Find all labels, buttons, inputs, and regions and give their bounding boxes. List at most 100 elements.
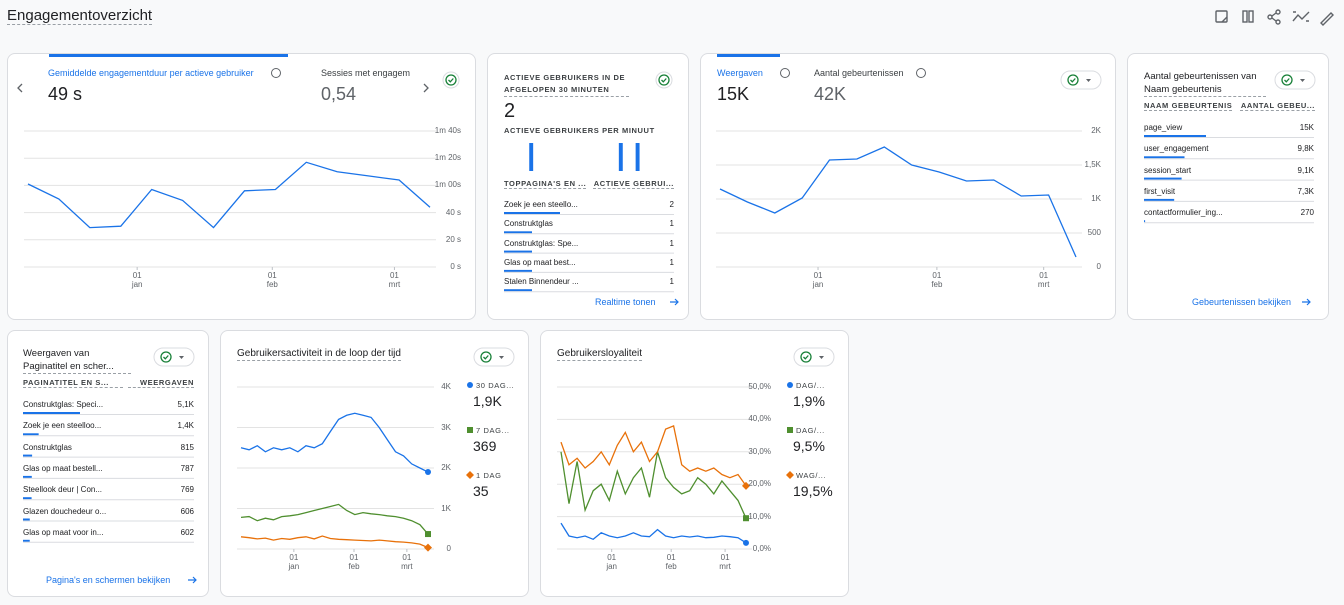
link[interactable]: Pagina's en schermen bekijken [46, 575, 171, 585]
x-tick-label: 01 mrt [719, 553, 731, 571]
legend-label: WAG/... [796, 471, 827, 480]
card-title: Gebruikersactiviteit in de loop der tijd [237, 348, 401, 361]
y-tick-label: 4K [441, 382, 451, 391]
y-tick-label: 50,0% [748, 382, 771, 391]
active-users: 2 [504, 100, 516, 122]
y-tick-label: 500 [1087, 228, 1101, 237]
legend-value: 1,9% [793, 393, 825, 409]
legend-value: 369 [473, 438, 497, 454]
row-label: Glas op maat best... [504, 257, 576, 267]
y-tick-label: 3K [441, 422, 451, 432]
row-bar [23, 518, 30, 521]
row-bar [1144, 220, 1146, 223]
row-label: contactformulier_ing... [1144, 208, 1223, 218]
marker [425, 531, 431, 538]
legend-label: 1 DAG [476, 471, 502, 480]
row-label: Glas op maat bestell... [23, 463, 103, 473]
y-tick-label: 10,0% [748, 511, 771, 521]
row-label: Stalen Binnendeur ... [504, 277, 579, 287]
bar [618, 143, 623, 171]
y-tick-label: 1m 20s [434, 153, 461, 163]
row-value: 1,4K [177, 421, 194, 431]
row-value: 1 [669, 219, 674, 229]
card: Weergaven van Paginatitel en scher... PA… [7, 330, 209, 597]
series-line [240, 503, 429, 535]
series-line [27, 161, 431, 229]
y-tick-label: 2K [1091, 126, 1101, 135]
row-bar [504, 231, 532, 234]
column-header: WEERGAVEN [128, 378, 194, 388]
x-tick-label: 01 feb [348, 553, 360, 571]
metric-value: 42K [814, 84, 847, 104]
column-header: AANTAL GEBEU... [1240, 101, 1315, 111]
card-graphics [17, 54, 460, 270]
row-label: Steellook deur | Con... [23, 485, 103, 495]
row-value: 787 [180, 463, 194, 473]
x-tick-label: 01 mrt [401, 553, 413, 571]
link[interactable]: Gebeurtenissen bekijken [1192, 297, 1292, 307]
series-line [719, 146, 1077, 258]
row-bar [504, 212, 560, 214]
metric-label[interactable]: Sessies met engagem [321, 68, 411, 78]
link[interactable]: Realtime tonen [595, 297, 656, 307]
metric-value: 15K [717, 84, 750, 104]
row-value: 1 [669, 238, 674, 248]
marker [742, 481, 750, 490]
row-label: user_engagement [1144, 144, 1209, 154]
row-value: 270 [1300, 208, 1314, 218]
y-tick-label: 1K [441, 503, 451, 513]
subtitle: ACTIEVE GEBRUIKERS PER MINUUT [504, 126, 655, 135]
row-label: Construktglas: Spe... [504, 238, 579, 248]
marker [424, 543, 432, 552]
y-tick-label: 1,5K [1084, 160, 1101, 169]
x-tick-label: 01 feb [266, 271, 278, 289]
card: Weergaven 15K Aantal gebeurtenissen 42K … [700, 53, 1116, 320]
legend-marker [467, 382, 473, 388]
y-tick-label: 0,0% [752, 544, 771, 553]
row-label: first_visit [1144, 186, 1176, 196]
page-title: Engagementoverzicht [7, 7, 153, 25]
card: Gebruikersactiviteit in de loop der tijd… [220, 330, 529, 597]
row-value: 9,1K [1297, 165, 1314, 175]
card: ACTIEVE GEBRUIKERS IN DE AFGELOPEN 30 MI… [487, 53, 689, 320]
metric-value: 0,54 [321, 84, 357, 104]
x-tick-label: 01 jan [606, 553, 618, 571]
card-graphics [716, 54, 1102, 270]
y-tick-label: 1m 00s [434, 180, 461, 190]
x-tick-label: 01 jan [288, 553, 300, 571]
row-label: Construktglas: Speci... [23, 400, 104, 409]
row-label: page_view [1144, 123, 1183, 132]
series-line [560, 425, 747, 487]
x-tick-label: 01 mrt [1037, 271, 1050, 289]
row-bar [23, 412, 80, 414]
series-line [560, 522, 747, 544]
row-bar [23, 539, 30, 542]
marker [425, 469, 431, 476]
y-tick-label: 20 s [445, 234, 461, 244]
card-graphics [237, 347, 515, 552]
toolbar[interactable] [1208, 6, 1338, 28]
metric-label[interactable]: Gemiddelde engagementduur per actieve ge… [48, 68, 254, 78]
card-graphics [23, 347, 197, 584]
row-value: 5,1K [177, 400, 194, 409]
row-bar [1144, 177, 1182, 180]
legend-marker [787, 427, 793, 433]
metric-label[interactable]: Weergaven [717, 68, 763, 78]
card-title: Aantal gebeurtenissen van Naam gebeurten… [1144, 70, 1266, 97]
row-value: 15K [1299, 123, 1314, 132]
metric-label[interactable]: Aantal gebeurtenissen [814, 68, 904, 78]
y-tick-label: 2K [441, 463, 451, 472]
x-tick-label: 01 feb [931, 271, 943, 289]
row-bar [23, 475, 32, 478]
row-value: 815 [180, 442, 194, 452]
legend-value: 9,5% [793, 438, 825, 454]
y-tick-label: 0 s [450, 262, 461, 271]
row-value: 2 [669, 200, 674, 209]
y-tick-label: 20,0% [748, 479, 771, 489]
row-label: Zoek je een steello... [504, 200, 578, 209]
bar [529, 143, 534, 171]
legend-value: 19,5% [793, 483, 833, 499]
card: Gemiddelde engagementduur per actieve ge… [7, 53, 476, 320]
row-bar [504, 289, 532, 292]
